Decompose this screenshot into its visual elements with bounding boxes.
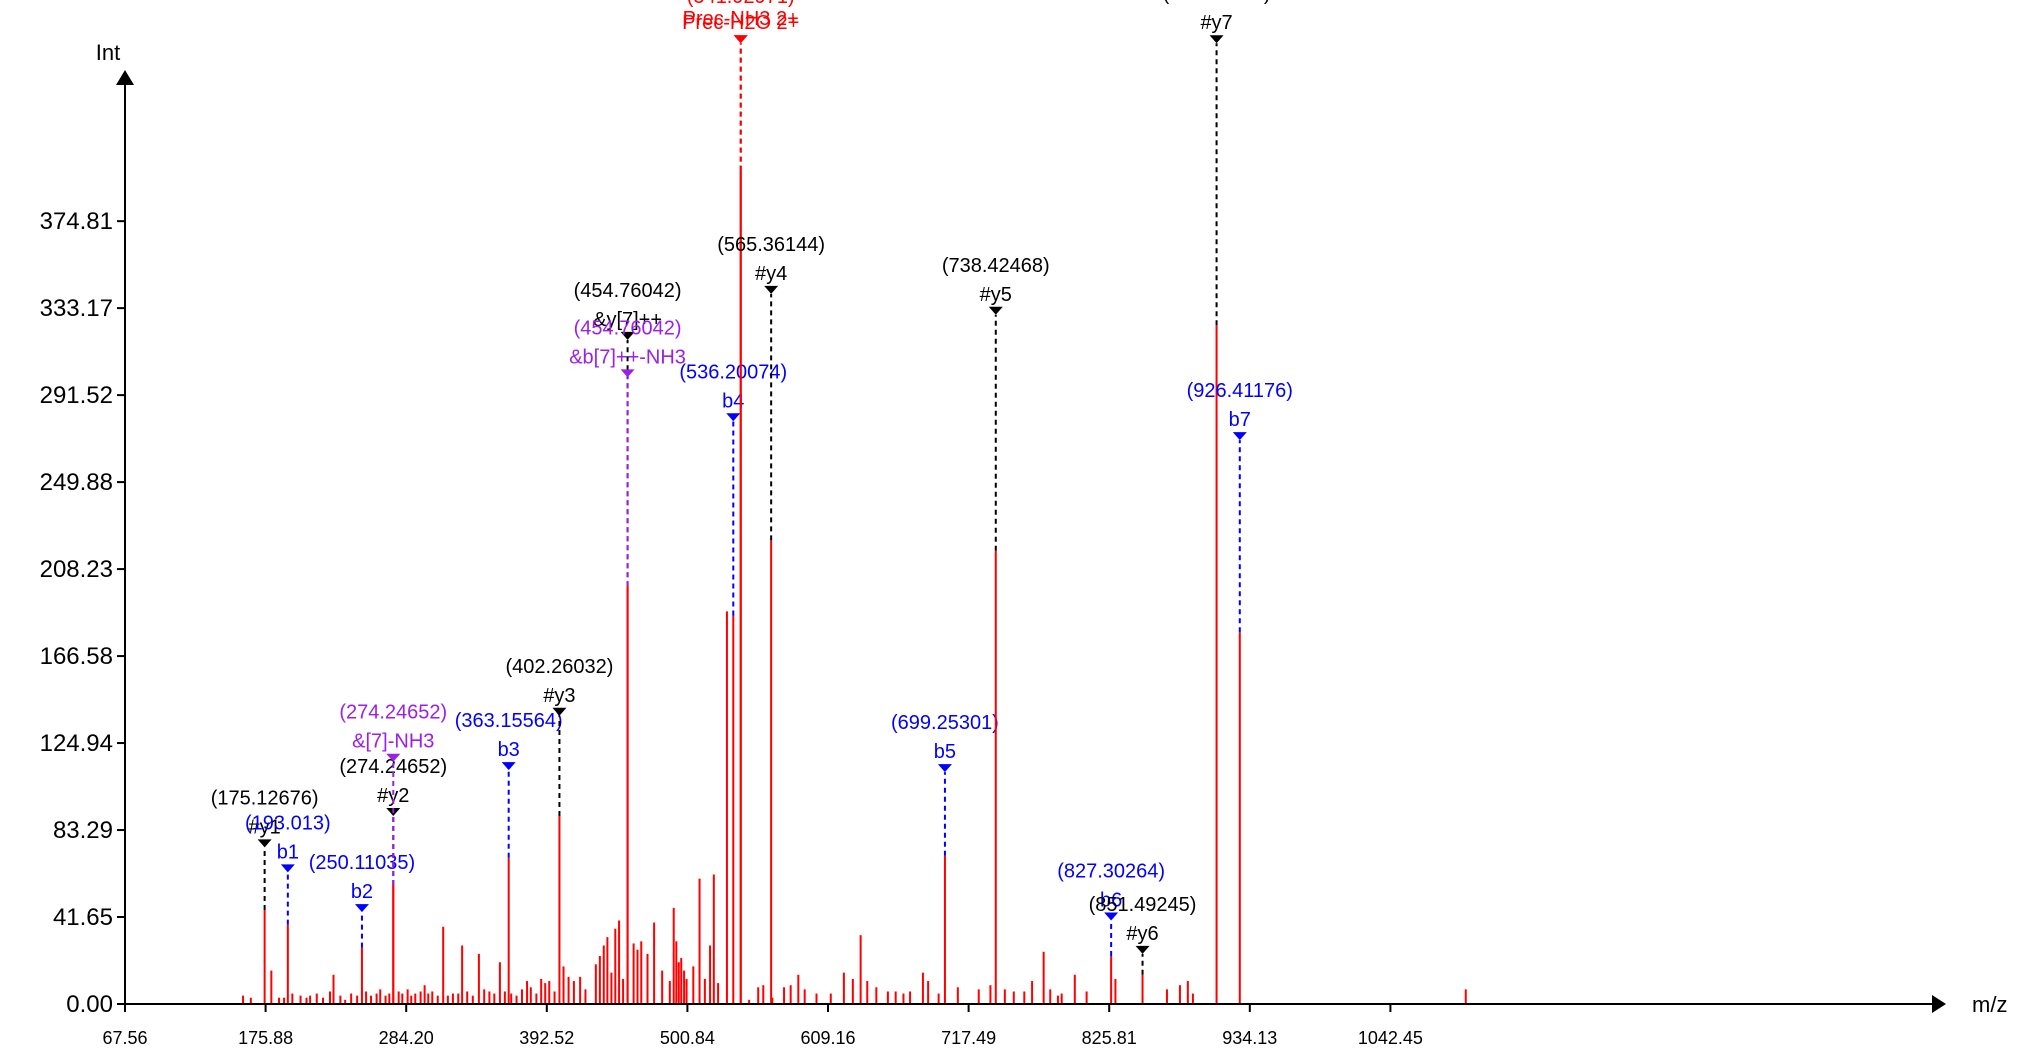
y-tick-label: 83.29 xyxy=(53,817,113,844)
ion-label: &b[7]++-NH3 xyxy=(569,346,686,368)
ion-label: #y6 xyxy=(1126,923,1158,945)
peaks-layer xyxy=(242,611,1467,1004)
ion-label: #y5 xyxy=(980,284,1012,306)
annotations-layer: #y1 (175.12676) b1 (193.013) b2 (250.11035) #y… xyxy=(211,0,1293,1004)
annotation-marker-icon xyxy=(764,285,779,294)
x-ticks-layer: 67.56 175.88 284.20 392.52 500.84 609.16 717.4… xyxy=(102,1004,1423,1048)
annotation-marker-icon xyxy=(1209,35,1224,44)
y-tick-label: 41.65 xyxy=(53,904,113,931)
ion-label: Prec-NH3 2+ xyxy=(683,8,799,30)
y-axis-label: Int xyxy=(96,40,120,65)
x-tick-label: 825.81 xyxy=(1082,1028,1137,1048)
ion-label: #y4 xyxy=(755,263,787,285)
x-tick-label: 392.52 xyxy=(519,1028,574,1048)
annotation-marker-icon xyxy=(552,707,567,716)
annotation-marker-icon xyxy=(501,762,516,771)
mz-label: (699.25301) xyxy=(891,712,999,734)
mz-label: (926.41176) xyxy=(1187,380,1293,402)
y-axis-arrow-icon xyxy=(116,70,134,85)
mz-label: (402.26032) xyxy=(506,656,614,678)
x-tick-label: 609.16 xyxy=(800,1028,855,1048)
x-tick-label: 284.20 xyxy=(379,1028,434,1048)
ion-label: b3 xyxy=(498,739,520,761)
ion-label: &y[7]++ xyxy=(593,309,662,331)
mz-label: (250.11035) xyxy=(309,852,415,874)
y-tick-label: 0.00 xyxy=(66,991,113,1018)
x-tick-label: 1042.45 xyxy=(1358,1028,1423,1048)
ion-label: b7 xyxy=(1229,409,1251,431)
y-tick-label: 166.58 xyxy=(40,643,113,670)
mz-label: (541.92971) xyxy=(687,0,795,8)
mz-label: (908.52034) xyxy=(1163,0,1271,5)
annotation-marker-icon xyxy=(937,764,952,773)
mz-label: (827.30264) xyxy=(1057,860,1165,882)
ion-label: Prec-H2O 2+ xyxy=(682,12,799,34)
y-tick-label: 124.94 xyxy=(40,730,113,757)
y-tick-label: 333.17 xyxy=(40,295,113,322)
y-tick-label: 374.81 xyxy=(40,208,113,235)
ion-label: b4 xyxy=(722,390,744,412)
annotation-marker-icon xyxy=(726,413,741,422)
x-axis-label: m/z xyxy=(1972,992,2007,1017)
ion-label: #y2 xyxy=(377,785,409,807)
ion-label: b2 xyxy=(351,881,373,903)
x-tick-label: 717.49 xyxy=(941,1028,996,1048)
annotation-marker-icon xyxy=(733,35,748,44)
ion-label: b6 xyxy=(1100,889,1122,911)
y-tick-label: 249.88 xyxy=(40,469,113,496)
annotation-marker-icon xyxy=(354,904,369,913)
mz-label: (193.013) xyxy=(245,812,331,834)
mz-label: (565.36144) xyxy=(717,234,825,256)
mz-label: (454.76042) xyxy=(574,280,682,302)
annotation-marker-icon xyxy=(257,839,272,848)
annotation-marker-icon xyxy=(1104,912,1119,921)
annotation-marker-icon xyxy=(1232,432,1247,441)
annotation-marker-icon xyxy=(620,369,635,378)
y-ticks-layer: 0.00 41.65 83.29 124.94 166.58 208.23 249.88 29… xyxy=(40,208,125,1018)
mz-label: (175.12676) xyxy=(211,787,319,809)
annotation-marker-icon xyxy=(1135,945,1150,954)
mz-label: (536.20074) xyxy=(679,361,787,383)
ion-label: b1 xyxy=(277,841,299,863)
x-axis-arrow-icon xyxy=(1932,995,1946,1013)
ion-label: #y1 xyxy=(249,816,281,838)
ion-label: #y7 xyxy=(1200,12,1232,34)
annotation-marker-icon xyxy=(280,864,295,873)
mz-label: (738.42468) xyxy=(942,255,1050,277)
x-tick-label: 67.56 xyxy=(102,1028,147,1048)
mz-label: (454.76042) xyxy=(574,317,682,339)
ion-label: &[7]-NH3 xyxy=(352,731,434,753)
x-tick-label: 934.13 xyxy=(1222,1028,1277,1048)
annotation-marker-icon xyxy=(988,306,1003,315)
ion-label: b5 xyxy=(934,741,956,763)
y-tick-label: 291.52 xyxy=(40,382,113,409)
x-tick-label: 175.88 xyxy=(238,1028,293,1048)
mz-label: (274.24652) xyxy=(339,702,447,724)
mz-label: (851.49245) xyxy=(1089,894,1197,916)
axes-layer: m/z Int xyxy=(96,40,2008,1017)
mz-label: (363.15564) xyxy=(455,710,563,732)
x-tick-label: 500.84 xyxy=(660,1028,715,1048)
ion-label: #y3 xyxy=(543,685,575,707)
y-tick-label: 208.23 xyxy=(40,556,113,583)
annotation-marker-icon xyxy=(620,331,635,340)
annotation-marker-icon xyxy=(386,753,401,762)
